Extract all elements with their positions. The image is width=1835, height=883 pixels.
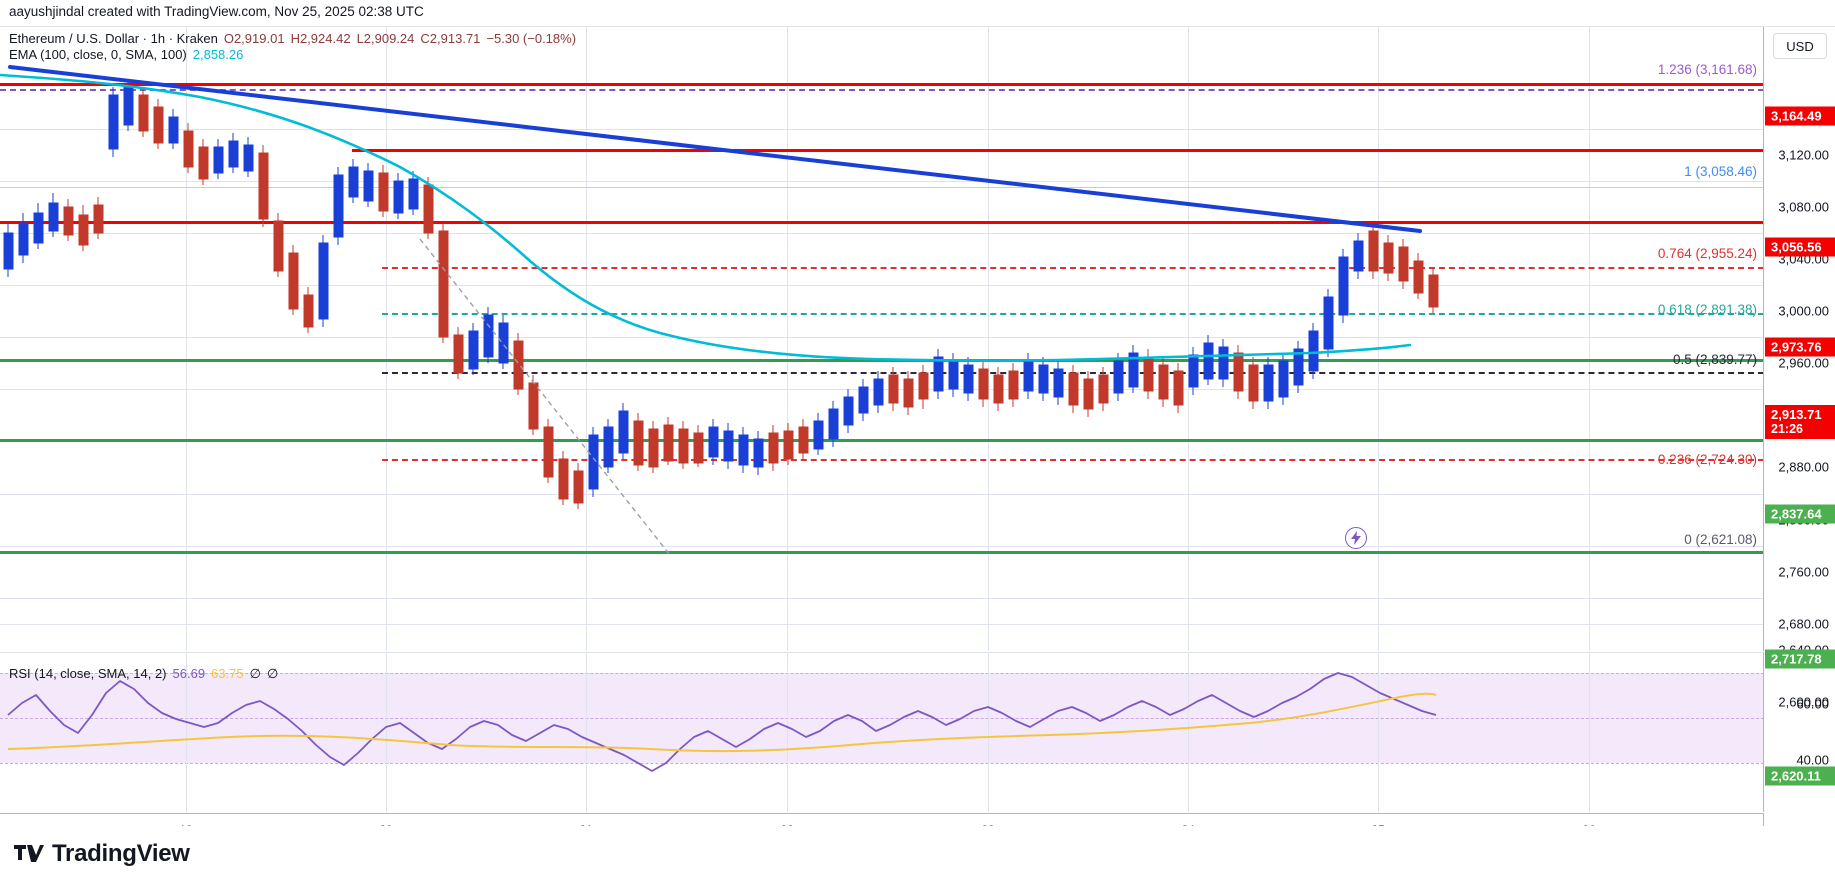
gridline-vertical	[386, 27, 387, 651]
rsi-series-svg	[7, 672, 1437, 772]
currency-chip[interactable]: USD	[1773, 33, 1827, 59]
chart-frame: 1.236 (3,161.68) 1 (3,058.46) 0.764 (2,9…	[0, 26, 1835, 853]
price-series-svg	[0, 65, 1439, 556]
fib-line-0618[interactable]	[382, 313, 1763, 315]
tradingview-logo-text: TradingView	[52, 840, 190, 867]
gridline-vertical	[1589, 653, 1590, 812]
rsi-pane[interactable]: RSI (14, close, SMA, 14, 2) 56.69 63.75 ∅ ∅	[0, 652, 1764, 812]
gridline-horizontal	[0, 233, 1763, 234]
fib-line-0764[interactable]	[382, 267, 1763, 269]
tradingview-logo[interactable]: TradingView	[14, 840, 190, 868]
support-line-2620[interactable]	[0, 551, 1763, 554]
price-tick: 3,000.00	[1778, 303, 1829, 319]
tradingview-logo-icon	[14, 845, 44, 862]
rsi-legend-na-2: ∅	[266, 666, 279, 681]
gridline-vertical	[988, 653, 989, 812]
gridline-horizontal	[0, 624, 1763, 625]
footer: TradingView	[0, 826, 1835, 883]
rsi-oversold-line	[0, 763, 1763, 764]
gridline-horizontal	[0, 181, 1763, 182]
gridline-vertical	[1378, 27, 1379, 651]
fib-label-0236: 0.236 (2,724.30)	[1657, 452, 1757, 467]
last-price-countdown: 21:26	[1771, 422, 1803, 436]
price-badge-last-price: 2,913.71 21:26	[1765, 405, 1835, 439]
fib-label-0: 0 (2,621.08)	[1684, 532, 1757, 547]
gridline-vertical	[787, 653, 788, 812]
fib-line-0236[interactable]	[382, 459, 1763, 461]
fib-line-1236[interactable]	[0, 89, 1763, 91]
price-badge-2973: 2,973.76	[1765, 337, 1835, 357]
rsi-line	[7, 672, 1437, 772]
resistance-line-3056[interactable]	[352, 149, 1763, 152]
gridline-horizontal	[0, 337, 1763, 338]
rsi-axis[interactable]: 60.00 40.00	[1765, 652, 1835, 812]
gridline-vertical	[1188, 653, 1189, 812]
support-line-2717[interactable]	[0, 439, 1763, 442]
price-tick: 2,880.00	[1778, 459, 1829, 475]
price-badge-2837: 2,837.64	[1765, 504, 1835, 524]
gridline-vertical	[586, 27, 587, 651]
fib-label-1: 1 (3,058.46)	[1684, 164, 1757, 179]
fib-label-0764: 0.764 (2,955.24)	[1657, 246, 1757, 261]
rsi-legend-sma-value: 63.75	[211, 666, 244, 681]
gridline-horizontal	[0, 129, 1763, 130]
gridline-vertical	[586, 653, 587, 812]
rsi-legend-value: 56.69	[172, 666, 206, 681]
gridline-vertical	[1188, 27, 1189, 651]
rsi-sma-line	[7, 692, 1437, 753]
gridline-vertical	[787, 27, 788, 651]
price-tick: 2,760.00	[1778, 564, 1829, 580]
price-badge-3164: 3,164.49	[1765, 106, 1835, 126]
fib-label-1236: 1.236 (3,161.68)	[1657, 62, 1757, 77]
fib-label-0618: 0.618 (2,891.38)	[1657, 302, 1757, 317]
price-tick: 2,680.00	[1778, 616, 1829, 632]
price-axis[interactable]: USD 3,120.00 3,080.00 3,040.00 3,000.00 …	[1765, 27, 1835, 813]
attribution-text: aayushjindal created with TradingView.co…	[9, 4, 424, 19]
gridline-horizontal	[0, 494, 1763, 495]
price-badge-3056: 3,056.56	[1765, 237, 1835, 257]
resistance-line-3164[interactable]	[0, 83, 1763, 86]
price-tick: 2,960.00	[1778, 355, 1829, 371]
gridline-horizontal	[0, 285, 1763, 286]
price-badge-2620: 2,620.11	[1765, 766, 1835, 786]
gridline-vertical	[186, 653, 187, 812]
gridline-vertical	[988, 27, 989, 651]
gridline-vertical	[386, 653, 387, 812]
fib-line-1[interactable]	[0, 187, 1763, 188]
descending-trendline	[8, 65, 1422, 233]
gridline-vertical	[1589, 27, 1590, 651]
price-pane[interactable]: 1.236 (3,161.68) 1 (3,058.46) 0.764 (2,9…	[0, 27, 1764, 651]
rsi-tick: 40.00	[1796, 752, 1829, 768]
gridline-vertical	[1378, 653, 1379, 812]
gridline-vertical	[186, 27, 187, 651]
fib-label-05: 0.5 (2,839.77)	[1672, 352, 1757, 367]
rsi-overbought-line	[0, 673, 1763, 674]
rsi-legend-na-1: ∅	[249, 666, 261, 681]
price-tick: 3,080.00	[1778, 199, 1829, 215]
rsi-midline	[0, 718, 1763, 719]
rsi-tick: 60.00	[1796, 696, 1829, 712]
dashed-descending-line	[419, 238, 671, 556]
price-badge-2717: 2,717.78	[1765, 649, 1835, 669]
ema-100-line	[0, 73, 1412, 362]
candlestick-series	[3, 79, 1439, 509]
resistance-line-2973[interactable]	[0, 221, 1763, 224]
gridline-horizontal	[0, 546, 1763, 547]
last-price-value: 2,913.71	[1771, 407, 1822, 422]
rsi-legend-label[interactable]: RSI (14, close, SMA, 14, 2)	[9, 666, 167, 681]
price-tick: 3,120.00	[1778, 147, 1829, 163]
lightning-bolt-icon[interactable]	[1345, 527, 1367, 549]
price-tick: 2,600.00	[1778, 694, 1829, 710]
gridline-horizontal	[0, 598, 1763, 599]
rsi-legend: RSI (14, close, SMA, 14, 2) 56.69 63.75 ∅ ∅	[9, 666, 278, 682]
